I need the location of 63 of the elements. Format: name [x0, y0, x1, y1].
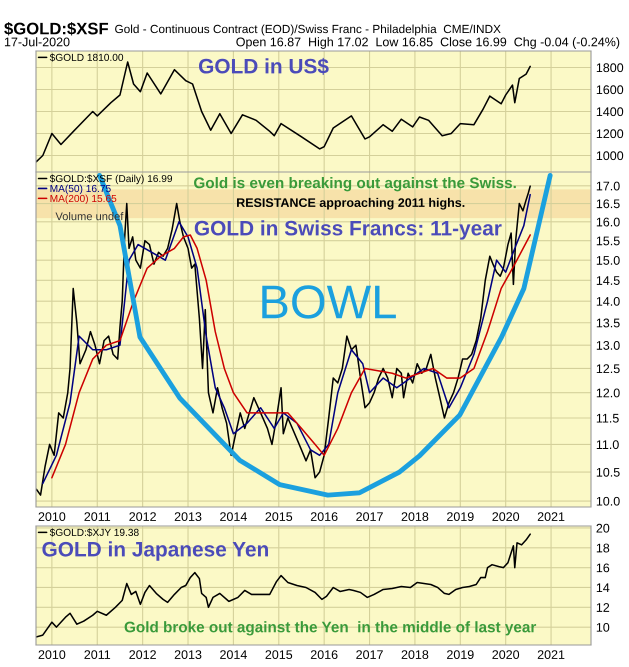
- x-tick-label: 2014: [220, 650, 247, 660]
- x-tick-label: 2013: [174, 650, 202, 660]
- x-tick-label: 2013: [174, 512, 202, 522]
- y-tick-label: 1800: [596, 63, 624, 72]
- annotation: Gold broke out against the Yen in the middle of last year: [124, 621, 536, 636]
- y-tick-label: 16: [596, 563, 610, 572]
- annotation: BOWL: [262, 285, 396, 319]
- x-tick-label: 2014: [220, 512, 247, 522]
- x-tick-label: 2011: [84, 512, 110, 522]
- x-tick-label: 2021: [538, 650, 564, 660]
- y-tick-label: 1200: [596, 129, 624, 138]
- x-tick-label: 2015: [266, 512, 292, 522]
- x-tick-label: 2019: [447, 650, 474, 660]
- y-tick-label: 14: [596, 583, 610, 592]
- x-tick-label: 2017: [356, 650, 383, 660]
- legend-label: $GOLD:$XJY 19.38: [50, 528, 139, 537]
- y-tick-label: 20: [596, 524, 610, 533]
- chart-title: $GOLD:$XSF: [4, 22, 108, 36]
- y-tick-label: 17.0: [596, 182, 620, 190]
- y-tick-label: 15.0: [596, 256, 620, 265]
- x-tick-label: 2016: [310, 650, 338, 660]
- y-tick-label: 18: [596, 544, 610, 552]
- y-tick-label: 16.0: [596, 218, 620, 226]
- y-tick-label: 13.0: [596, 340, 620, 350]
- y-tick-label: 1400: [596, 107, 624, 116]
- x-tick-label: 2017: [356, 512, 383, 522]
- y-tick-label: 12.5: [596, 364, 620, 374]
- y-tick-label: 1600: [596, 85, 624, 94]
- text: Open 16.87 High 17.02 Low 16.85 Close 16.99 Chg -0.04 (-0.24%): [236, 37, 620, 49]
- annotation: GOLD in Swiss Francs: 11-year: [194, 220, 502, 240]
- band-label: RESISTANCE approaching 2011 highs.: [237, 198, 464, 210]
- y-tick-label: 10.0: [596, 496, 620, 506]
- x-tick-label: 2010: [38, 512, 66, 522]
- y-tick-label: 14.0: [596, 296, 620, 306]
- annotation: GOLD in Japanese Yen: [42, 541, 268, 561]
- x-tick-label: 2011: [84, 650, 110, 660]
- y-tick-label: 10.5: [596, 468, 620, 477]
- x-tick-label: 2018: [402, 650, 428, 660]
- y-tick-label: 12: [596, 603, 610, 612]
- x-tick-label: 2019: [447, 512, 474, 522]
- x-tick-label: 2010: [38, 650, 66, 660]
- y-tick-label: 16.5: [596, 199, 620, 208]
- x-tick-label: 2012: [129, 512, 156, 522]
- y-tick-label: 1000: [596, 151, 624, 160]
- annotation: GOLD in US$: [199, 58, 329, 75]
- x-tick-label: 2020: [492, 512, 520, 522]
- y-tick-label: 10: [596, 622, 610, 632]
- chart-subtitle: Gold - Continuous Contract (EOD)/Swiss Franc - Philadelphia CME/INDX: [115, 24, 501, 36]
- x-tick-label: 2018: [402, 512, 428, 522]
- x-tick-label: 2020: [492, 650, 520, 660]
- legend-label: $GOLD 1810.00: [50, 53, 124, 62]
- x-tick-label: 2015: [266, 650, 292, 660]
- text: 17-Jul-2020: [4, 37, 70, 46]
- annotation: Gold is even breaking out against the Swiss.: [194, 177, 516, 192]
- y-tick-label: 11.5: [596, 414, 619, 423]
- y-tick-label: 14.5: [596, 276, 620, 285]
- y-tick-label: 12.0: [596, 388, 620, 398]
- y-tick-label: 11.0: [596, 440, 619, 450]
- x-tick-label: 2016: [310, 512, 338, 522]
- x-tick-label: 2021: [538, 512, 564, 522]
- x-tick-label: 2012: [129, 650, 156, 660]
- y-tick-label: 13.5: [596, 318, 620, 328]
- y-tick-label: 15.5: [596, 236, 620, 246]
